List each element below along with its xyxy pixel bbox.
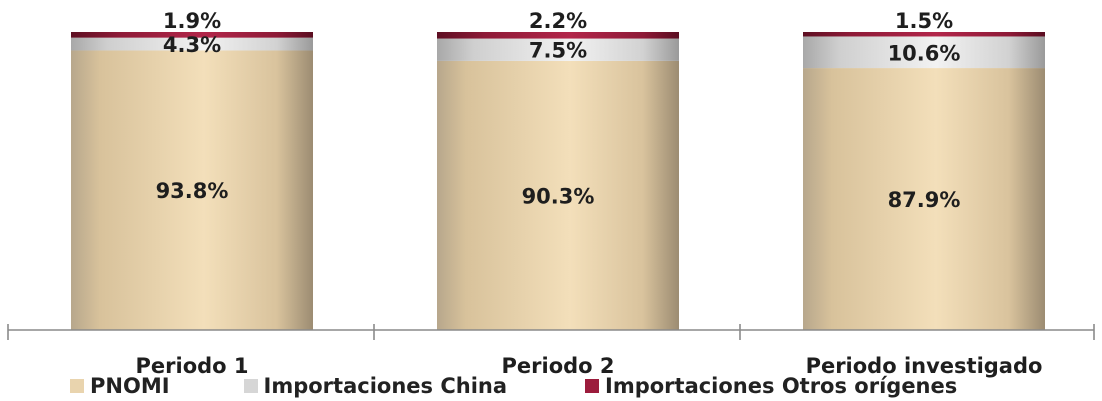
- bar-segment-importaciones-china-periodo-1: [71, 37, 313, 51]
- bar-segment-pnomi-periodo-2: [437, 60, 679, 330]
- legend-swatch-importaciones-otros-origenes: [585, 379, 600, 393]
- data-label-importaciones-otros-origenes-periodo-investigado: 1.5%: [895, 9, 953, 33]
- legend-item-importaciones-china: Importaciones China: [243, 374, 508, 398]
- legend-swatch-pnomi: [70, 379, 84, 393]
- legend-item-pnomi: PNOMI: [70, 374, 170, 398]
- legend-swatch-importaciones-china: [243, 379, 258, 393]
- data-label-importaciones-otros-origenes-periodo-2: 2.2%: [529, 9, 587, 33]
- data-label-pnomi-periodo-investigado: 87.9%: [888, 188, 961, 212]
- data-label-pnomi-periodo-2: 90.3%: [522, 184, 595, 208]
- bar-segment-pnomi-periodo-1: [71, 50, 313, 330]
- data-label-importaciones-china-periodo-investigado: 10.6%: [888, 41, 961, 65]
- bar-segment-importaciones-china-periodo-2: [437, 38, 679, 61]
- category-label-periodo-investigado: Periodo investigado: [806, 354, 1043, 378]
- bar-segment-importaciones-china-periodo-investigado: [803, 36, 1045, 69]
- bar-segment-importaciones-otros-origenes-periodo-2: [437, 32, 679, 39]
- data-label-pnomi-periodo-1: 93.8%: [156, 179, 229, 203]
- legend-label-importaciones-china: Importaciones China: [263, 374, 508, 398]
- legend-label-pnomi: PNOMI: [90, 374, 170, 398]
- legend-item-importaciones-otros-origenes: Importaciones Otros orígenes: [585, 374, 957, 398]
- category-label-periodo-1: Periodo 1: [136, 354, 249, 378]
- data-label-importaciones-otros-origenes-periodo-1: 1.9%: [163, 9, 221, 33]
- data-label-importaciones-china-periodo-2: 7.5%: [529, 39, 587, 63]
- bar-segment-pnomi-periodo-investigado: [803, 68, 1045, 331]
- data-label-importaciones-china-periodo-1: 4.3%: [163, 33, 221, 57]
- bar-segment-importaciones-otros-origenes-periodo-investigado: [803, 32, 1045, 37]
- category-label-periodo-2: Periodo 2: [502, 354, 615, 378]
- legend: PNOMI Importaciones China Importaciones …: [70, 373, 957, 399]
- legend-label-importaciones-otros-origenes: Importaciones Otros orígenes: [605, 374, 958, 398]
- bar-segment-importaciones-otros-origenes-periodo-1: [71, 32, 313, 38]
